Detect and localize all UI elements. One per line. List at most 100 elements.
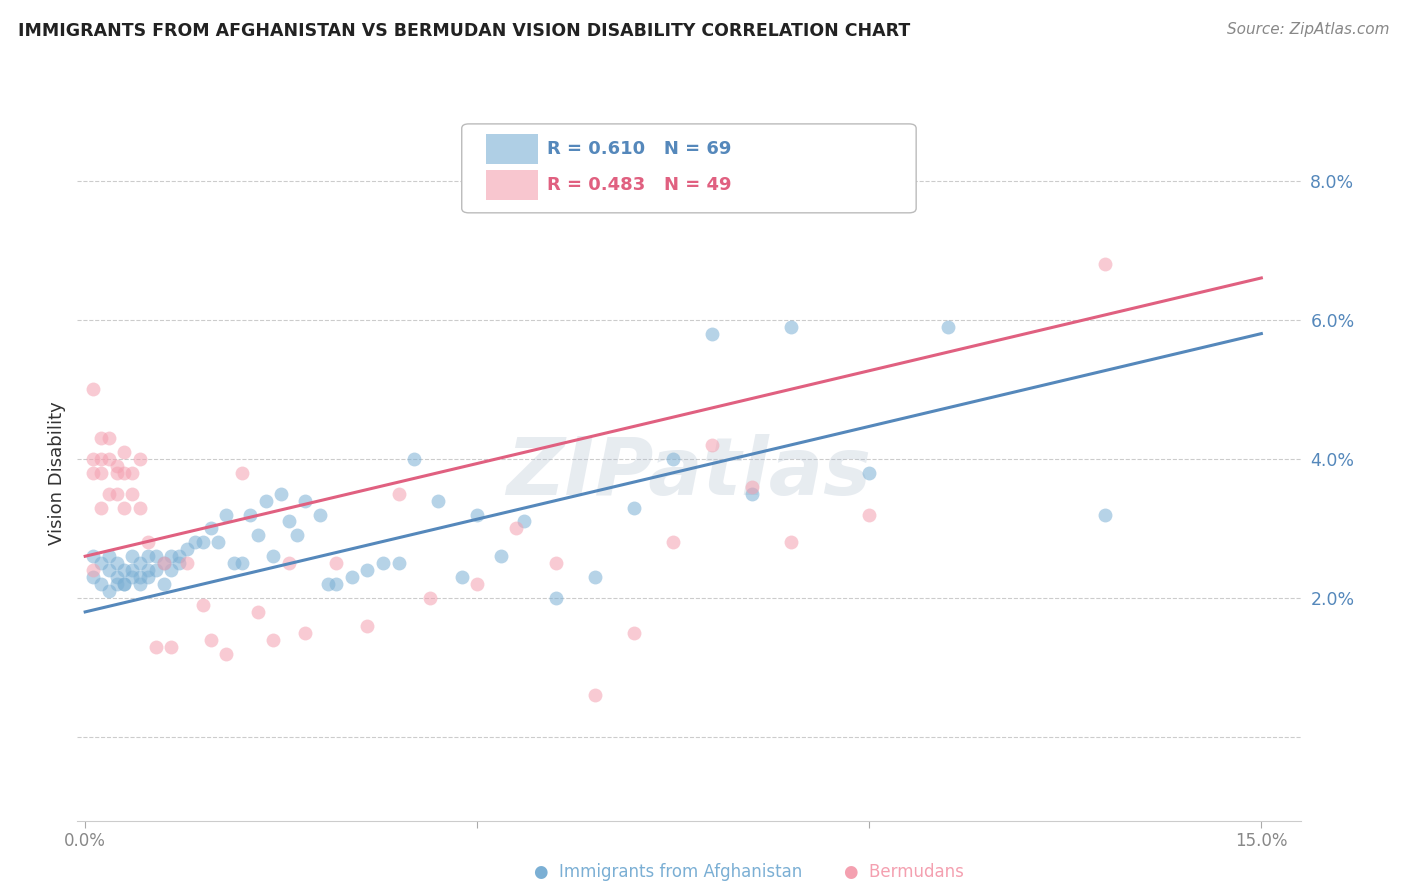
Point	[741, 486, 763, 500]
Point	[316, 577, 339, 591]
Point	[105, 577, 128, 591]
Point	[129, 577, 152, 591]
Point	[936, 319, 959, 334]
Point	[145, 549, 167, 564]
Point	[176, 542, 198, 557]
Point	[662, 535, 685, 549]
Text: Source: ZipAtlas.com: Source: ZipAtlas.com	[1226, 22, 1389, 37]
Point	[623, 500, 645, 515]
Point	[82, 549, 104, 564]
Point	[112, 445, 135, 459]
Point	[858, 508, 880, 522]
Point	[200, 521, 222, 535]
Point	[404, 451, 426, 466]
Y-axis label: Vision Disability: Vision Disability	[48, 401, 66, 545]
Point	[90, 577, 112, 591]
Point	[97, 486, 120, 500]
Point	[278, 515, 301, 529]
Point	[112, 500, 135, 515]
Text: ZIPatlas: ZIPatlas	[506, 434, 872, 512]
Text: R = 0.483   N = 49: R = 0.483 N = 49	[547, 176, 731, 194]
Point	[419, 591, 441, 605]
Point	[152, 556, 174, 570]
Point	[779, 319, 801, 334]
Point	[145, 563, 167, 577]
Point	[97, 563, 120, 577]
Point	[82, 466, 104, 480]
Point	[105, 570, 128, 584]
Point	[82, 570, 104, 584]
Point	[97, 549, 120, 564]
Point	[215, 647, 238, 661]
Point	[371, 556, 394, 570]
Point	[544, 556, 567, 570]
Point	[136, 535, 159, 549]
Point	[145, 640, 167, 654]
Point	[129, 500, 152, 515]
Point	[741, 480, 763, 494]
Point	[858, 466, 880, 480]
Point	[121, 570, 143, 584]
Point	[270, 486, 292, 500]
Text: IMMIGRANTS FROM AFGHANISTAN VS BERMUDAN VISION DISABILITY CORRELATION CHART: IMMIGRANTS FROM AFGHANISTAN VS BERMUDAN …	[18, 22, 911, 40]
Point	[82, 563, 104, 577]
Point	[82, 451, 104, 466]
Point	[105, 458, 128, 473]
Point	[176, 556, 198, 570]
Point	[207, 535, 229, 549]
Point	[309, 508, 332, 522]
Point	[246, 528, 269, 542]
Point	[325, 556, 347, 570]
Point	[184, 535, 207, 549]
Point	[583, 689, 606, 703]
Point	[465, 577, 488, 591]
Point	[136, 563, 159, 577]
Point	[294, 625, 316, 640]
Point	[136, 570, 159, 584]
Point	[215, 508, 238, 522]
Point	[450, 570, 472, 584]
Point	[97, 451, 120, 466]
Point	[254, 493, 277, 508]
Point	[191, 598, 214, 612]
Point	[505, 521, 527, 535]
Point	[105, 556, 128, 570]
Point	[152, 556, 174, 570]
Point	[513, 515, 536, 529]
Point	[191, 535, 214, 549]
Point	[105, 466, 128, 480]
Point	[702, 438, 724, 452]
Point	[97, 431, 120, 445]
Point	[136, 549, 159, 564]
Point	[388, 556, 411, 570]
Point	[97, 584, 120, 599]
Point	[544, 591, 567, 605]
Point	[262, 632, 284, 647]
Point	[224, 556, 246, 570]
Point	[262, 549, 284, 564]
Point	[152, 577, 174, 591]
Point	[200, 632, 222, 647]
Point	[427, 493, 450, 508]
Point	[121, 549, 143, 564]
Point	[294, 493, 316, 508]
Point	[160, 549, 183, 564]
Point	[90, 500, 112, 515]
Point	[105, 486, 128, 500]
Point	[325, 577, 347, 591]
Point	[1094, 257, 1116, 271]
Point	[112, 563, 135, 577]
Point	[90, 451, 112, 466]
Point	[169, 549, 191, 564]
Point	[121, 486, 143, 500]
Point	[779, 535, 801, 549]
Point	[702, 326, 724, 341]
Point	[246, 605, 269, 619]
Point	[121, 563, 143, 577]
Point	[90, 556, 112, 570]
Point	[388, 486, 411, 500]
Point	[662, 451, 685, 466]
Point	[465, 508, 488, 522]
Text: ●  Immigrants from Afghanistan: ● Immigrants from Afghanistan	[534, 863, 803, 881]
Point	[112, 577, 135, 591]
